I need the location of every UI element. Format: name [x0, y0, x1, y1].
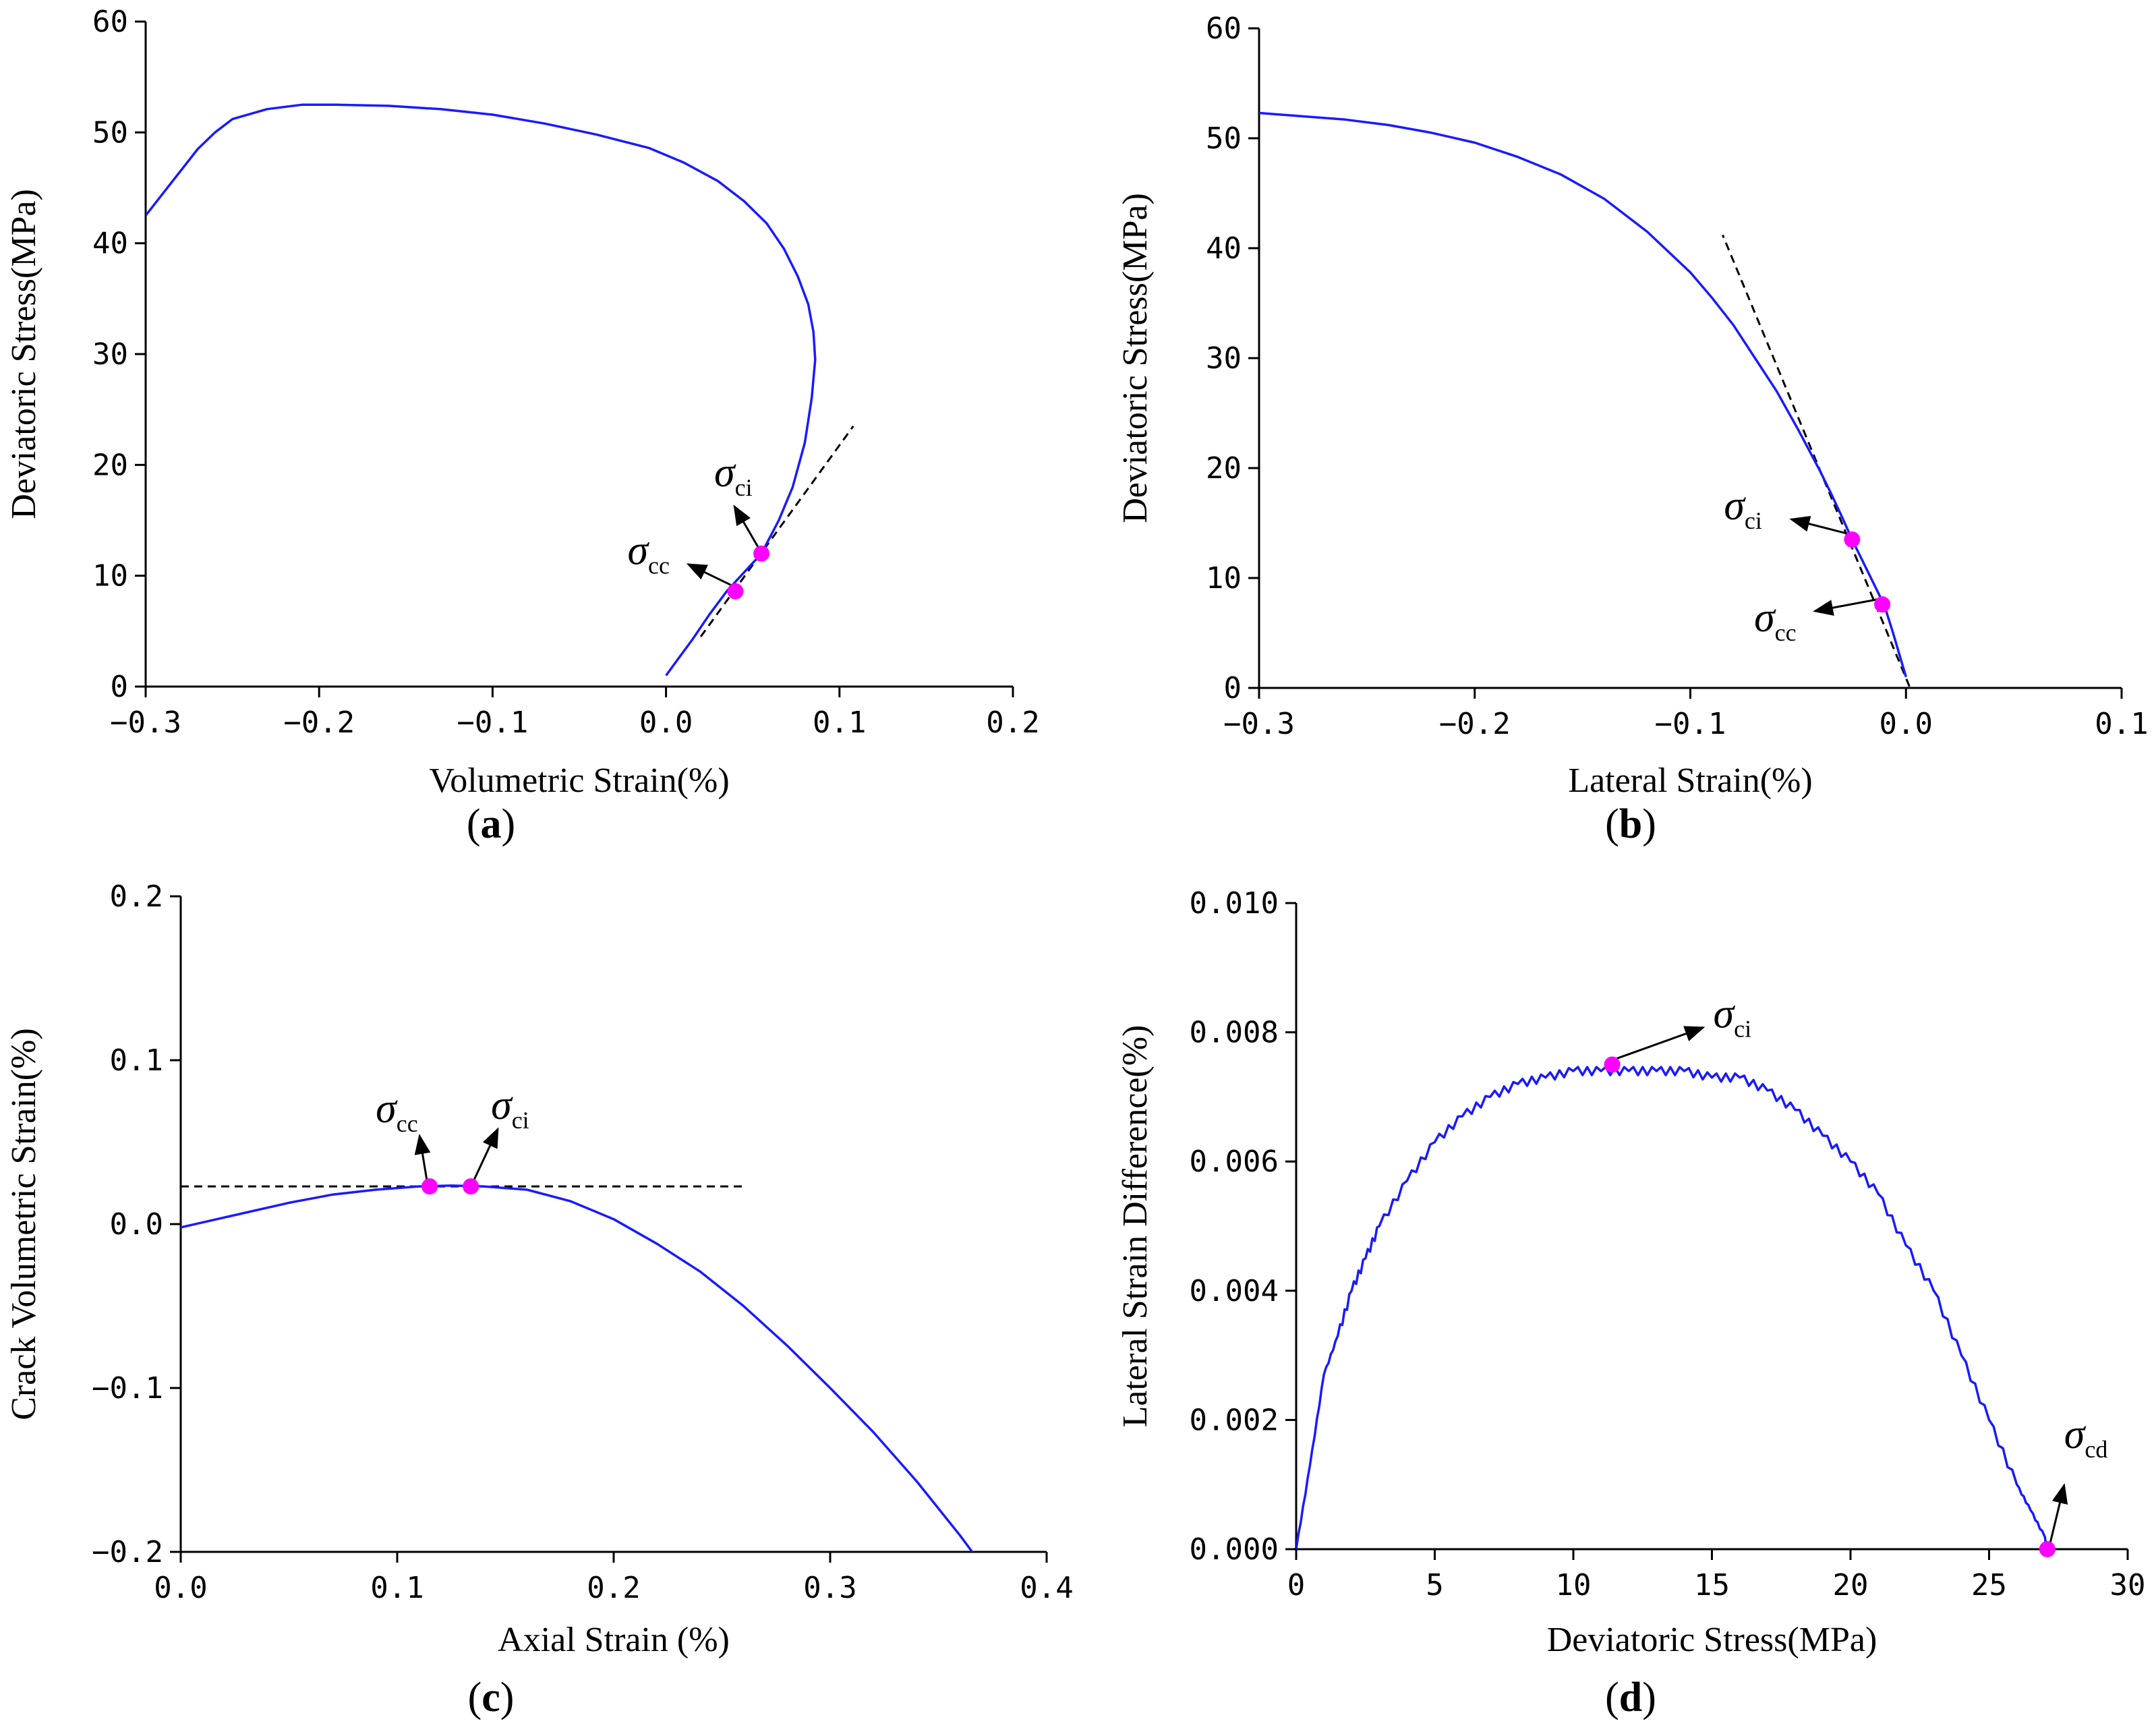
annotation-arrow [733, 504, 760, 549]
panel-c: 0.0 0.1 0.2 0.3 0.4 −0.2 −0.1 0.0 0.1 0.2 Axial St… [5, 879, 1074, 1720]
y-tick-label: 40 [92, 227, 128, 261]
x-tick-label: 10 [1556, 1568, 1592, 1602]
x-tick-label: 0 [1287, 1568, 1306, 1602]
x-tick-label: 0.0 [639, 705, 693, 740]
x-tick-label: 25 [1971, 1568, 2007, 1602]
x-tick-label: 30 [2110, 1568, 2146, 1602]
series-line [181, 1184, 974, 1552]
x-tick-label: 0.1 [370, 1571, 424, 1605]
y-tick-label: 30 [1206, 341, 1242, 376]
x-tick-label: 0.1 [2095, 707, 2148, 741]
annotation-arrow [1614, 1026, 1706, 1060]
marker-point-ci [753, 545, 770, 562]
y-axis-title: Deviatoric Stress(MPa) [1116, 193, 1155, 523]
x-tick-label: 0.2 [587, 1571, 640, 1605]
y-tick-label: 10 [92, 559, 128, 594]
annotation-arrow [472, 1127, 499, 1182]
y-axis-title: Crack Volumetric Strain(%) [5, 1028, 43, 1420]
series-line [1296, 1066, 2049, 1549]
x-tick-label: 0.3 [803, 1571, 856, 1605]
y-tick-label: 0.0 [110, 1207, 163, 1242]
x-tick-label: −0.2 [283, 705, 355, 740]
x-tick-label: 15 [1694, 1568, 1730, 1602]
sigma-cc-label: σcc [627, 528, 670, 579]
y-tick-label: 10 [1206, 561, 1242, 596]
y-tick-label: 0 [111, 670, 129, 704]
marker-point-ci [1844, 531, 1861, 548]
x-tick-label: 5 [1426, 1568, 1444, 1602]
x-tick-label: 0.1 [813, 705, 866, 740]
annotation-arrow [1789, 516, 1850, 536]
tangent-dashed-line [1722, 234, 1911, 688]
sigma-ci-label: σci [714, 450, 753, 501]
y-tick-label: 0.2 [110, 879, 163, 914]
panel-label: (c) [468, 1675, 515, 1720]
x-axis-title: Deviatoric Stress(MPa) [1547, 1621, 1877, 1659]
y-tick-label: −0.1 [92, 1371, 163, 1406]
marker-point-cc [421, 1178, 438, 1195]
panel-label: (b) [1605, 801, 1656, 847]
x-axis-title: Axial Strain (%) [498, 1621, 730, 1659]
x-tick-label: 0.0 [1880, 707, 1933, 741]
y-tick-label: 50 [1206, 121, 1242, 156]
tangent-dashed-line [699, 425, 854, 637]
x-axis-title: Lateral Strain(%) [1568, 761, 1812, 800]
marker-point-ci [1604, 1056, 1621, 1073]
y-tick-label: 0.006 [1190, 1145, 1279, 1179]
y-tick-label: 0.002 [1190, 1403, 1279, 1437]
y-tick-label: 20 [1206, 451, 1242, 486]
y-tick-label: 30 [92, 337, 128, 372]
y-tick-label: 0.008 [1190, 1016, 1279, 1050]
y-axis-title: Deviatoric Stress(MPa) [5, 189, 43, 519]
panel-label: (a) [467, 801, 515, 847]
y-tick-label: 0.000 [1190, 1532, 1279, 1567]
y-tick-label: 60 [1206, 11, 1242, 46]
marker-point-cc [1874, 596, 1891, 613]
x-axis-title: Volumetric Strain(%) [429, 761, 729, 800]
x-tick-label: 0.2 [986, 705, 1039, 740]
y-tick-label: −0.2 [92, 1535, 163, 1569]
series-line [146, 103, 817, 676]
annotation-arrow [2049, 1483, 2068, 1544]
panel-d: 0 5 10 15 20 25 30 0.000 0.002 0.004 0.006 0.008 0.0… [1116, 886, 2145, 1720]
x-tick-label: −0.3 [110, 705, 181, 740]
x-tick-label: −0.1 [1655, 707, 1726, 741]
sigma-ci-label: σci [1714, 991, 1752, 1043]
sigma-cc-label: σcc [1754, 595, 1797, 646]
x-tick-label: 20 [1833, 1568, 1869, 1602]
y-tick-label: 0.004 [1190, 1274, 1279, 1308]
sigma-ci-label: σci [1724, 483, 1762, 534]
x-tick-label: −0.3 [1223, 707, 1295, 741]
annotation-arrow [414, 1134, 431, 1182]
x-tick-label: 0.0 [154, 1571, 207, 1605]
series-line [1259, 111, 1907, 678]
y-tick-label: 50 [92, 115, 128, 150]
sigma-cd-label: σcd [2064, 1412, 2108, 1463]
y-axis-title: Lateral Strain Difference(%) [1116, 1025, 1155, 1428]
y-tick-label: 0.010 [1190, 886, 1279, 921]
marker-point-cc [727, 583, 744, 600]
y-tick-label: 0.1 [110, 1043, 163, 1078]
y-tick-label: 60 [92, 5, 128, 39]
y-tick-label: 0 [1224, 671, 1242, 705]
x-tick-label: −0.1 [457, 705, 528, 740]
annotation-arrow [686, 563, 734, 587]
sigma-ci-label: σci [491, 1082, 529, 1134]
y-tick-label: 20 [92, 448, 128, 482]
x-tick-label: 0.4 [1020, 1571, 1073, 1605]
sigma-cc-label: σcc [376, 1086, 418, 1137]
panel-b: −0.3 −0.2 −0.1 0.0 0.1 0 10 20 30 40 50 60 Lateral S… [1116, 11, 2149, 847]
annotation-arrow [1813, 598, 1880, 616]
y-tick-label: 40 [1206, 231, 1242, 266]
panel-label: (d) [1605, 1675, 1656, 1720]
panel-a: −0.3 −0.2 −0.1 0.0 0.1 0.2 0 10 20 30 40 50 60 Volume… [5, 5, 1040, 847]
marker-point-cd [2039, 1541, 2056, 1557]
x-tick-label: −0.2 [1439, 707, 1511, 741]
marker-point-ci [463, 1178, 479, 1195]
